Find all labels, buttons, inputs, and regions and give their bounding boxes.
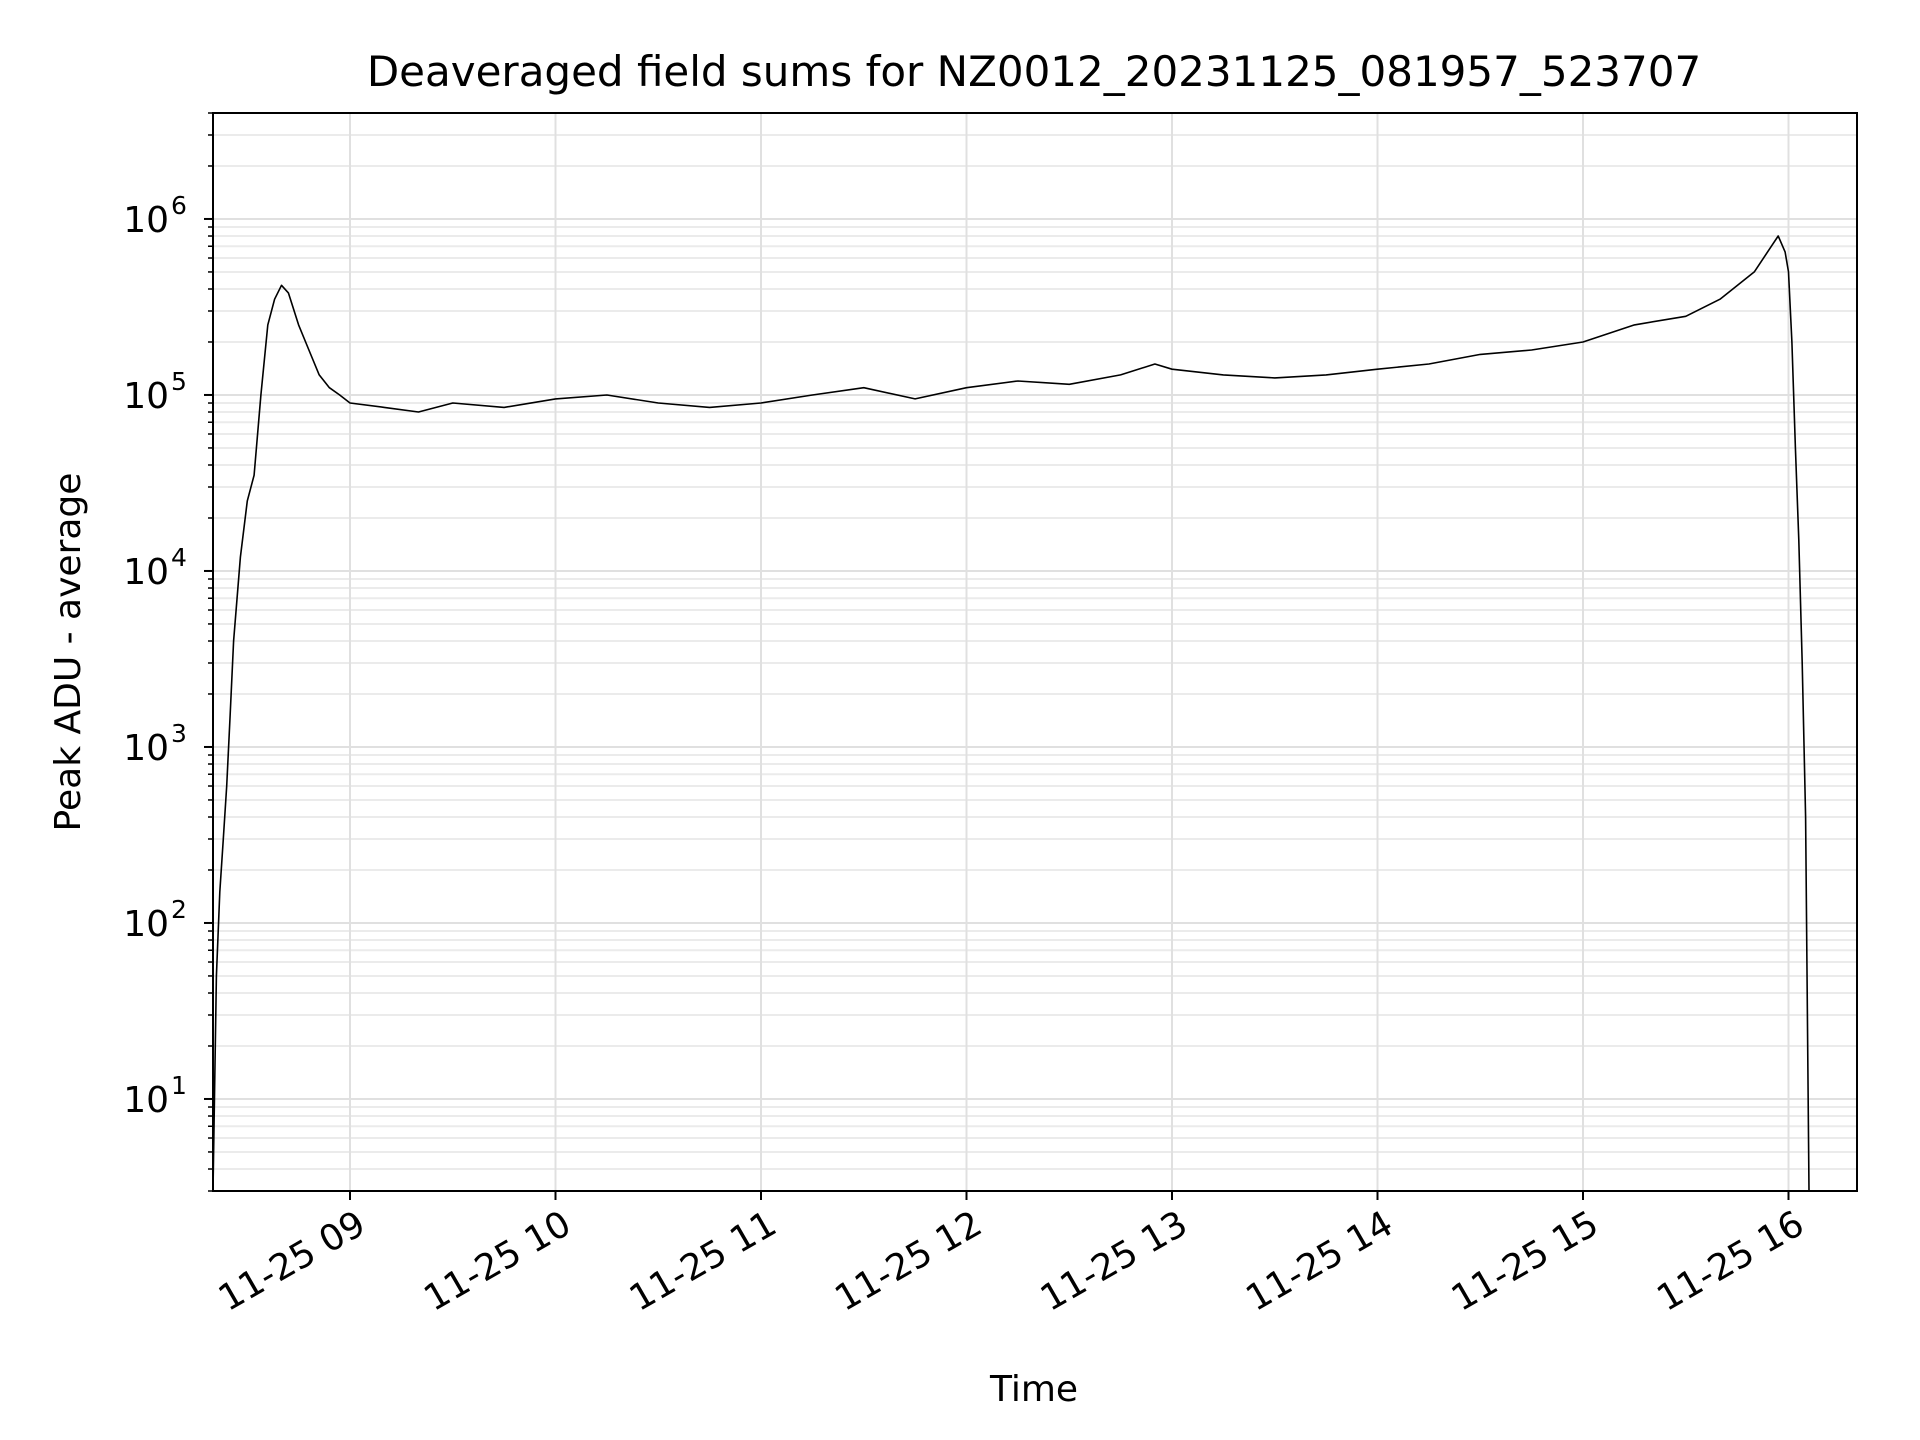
y-tick-label: 10	[123, 904, 169, 945]
series-layer	[212, 235, 1810, 1192]
y-tick-label: 10	[123, 200, 169, 241]
chart-title: Deaveraged field sums for NZ0012_2023112…	[367, 47, 1701, 96]
x-axis-label: Time	[989, 1369, 1078, 1410]
y-tick-label-exponent: 6	[171, 191, 187, 220]
y-tick-label-exponent: 1	[171, 1071, 187, 1100]
plot-frame	[212, 112, 1858, 1192]
y-tick-label: 10	[123, 1080, 169, 1121]
y-axis-label: Peak ADU - average	[48, 473, 89, 832]
grid	[213, 112, 1857, 1192]
series-line	[212, 235, 1810, 1192]
y-tick-label-exponent: 2	[171, 895, 187, 924]
y-tick-label: 10	[123, 728, 169, 769]
y-tick-label-exponent: 5	[171, 367, 187, 396]
y-tick-label: 10	[123, 376, 169, 417]
y-tick-label: 10	[123, 552, 169, 593]
y-tick-label-exponent: 3	[171, 719, 187, 748]
y-tick-label-exponent: 4	[171, 543, 187, 572]
